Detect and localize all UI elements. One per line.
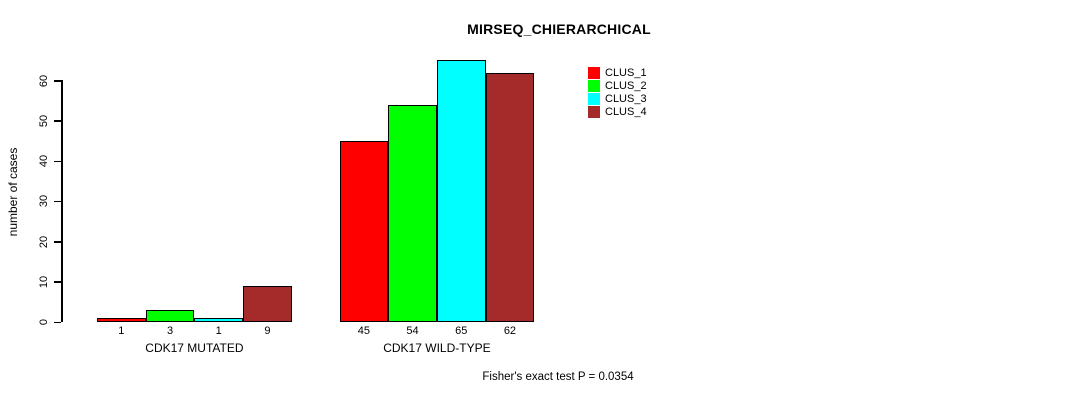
bar-value-label: 54 — [406, 325, 419, 337]
bar-value-label: 45 — [357, 325, 370, 337]
bar-value-label: 62 — [503, 325, 517, 337]
y-tick-mark — [54, 281, 61, 283]
bar-CLUS_3 — [436, 60, 486, 322]
y-tick-mark — [54, 120, 61, 122]
legend-swatch-CLUS_1 — [588, 67, 600, 79]
y-tick-mark — [54, 80, 61, 82]
bar-CLUS_1 — [97, 317, 146, 322]
y-tick-label: 40 — [38, 154, 50, 168]
bar-value-label: 3 — [166, 325, 174, 337]
y-tick-mark — [54, 160, 61, 163]
bar-value-label: 1 — [215, 325, 222, 337]
bar-CLUS_1 — [339, 140, 389, 322]
y-tick-mark — [54, 200, 61, 203]
y-tick-label: 30 — [38, 195, 50, 208]
bar-CLUS_2 — [145, 309, 195, 322]
y-tick-label: 0 — [38, 318, 50, 326]
y-axis-title: number of cases — [6, 147, 20, 237]
chart-title: MIRSEQ_CHIERARCHICAL — [467, 21, 651, 37]
bar-value-label: 1 — [118, 325, 125, 337]
bar-CLUS_3 — [194, 317, 244, 322]
x-group-label: CDK17 WILD-TYPE — [383, 341, 491, 355]
bar-CLUS_2 — [388, 104, 437, 322]
footer-stat-annotation: Fisher's exact test P = 0.0354 — [482, 371, 634, 383]
legend-label-CLUS_4: CLUS_4 — [605, 106, 647, 118]
legend-label-CLUS_2: CLUS_2 — [605, 80, 647, 92]
y-tick-mark — [54, 241, 61, 243]
legend-swatch-CLUS_4 — [588, 106, 600, 118]
bar-CLUS_4 — [243, 285, 292, 322]
x-group-label: CDK17 MUTATED — [145, 341, 244, 355]
y-axis-line — [61, 80, 63, 322]
y-tick-mark — [54, 321, 61, 323]
y-tick-label: 60 — [38, 74, 50, 87]
y-tick-label: 50 — [38, 114, 50, 127]
legend-label-CLUS_3: CLUS_3 — [605, 93, 647, 105]
y-tick-label: 10 — [38, 275, 50, 288]
y-tick-label: 20 — [38, 235, 50, 248]
legend-swatch-CLUS_2 — [588, 80, 600, 92]
legend-swatch-CLUS_3 — [588, 93, 600, 105]
bar-value-label: 65 — [455, 325, 468, 337]
bar-value-label: 9 — [264, 325, 271, 337]
legend-label-CLUS_1: CLUS_1 — [605, 67, 647, 79]
bar-CLUS_4 — [485, 72, 535, 322]
